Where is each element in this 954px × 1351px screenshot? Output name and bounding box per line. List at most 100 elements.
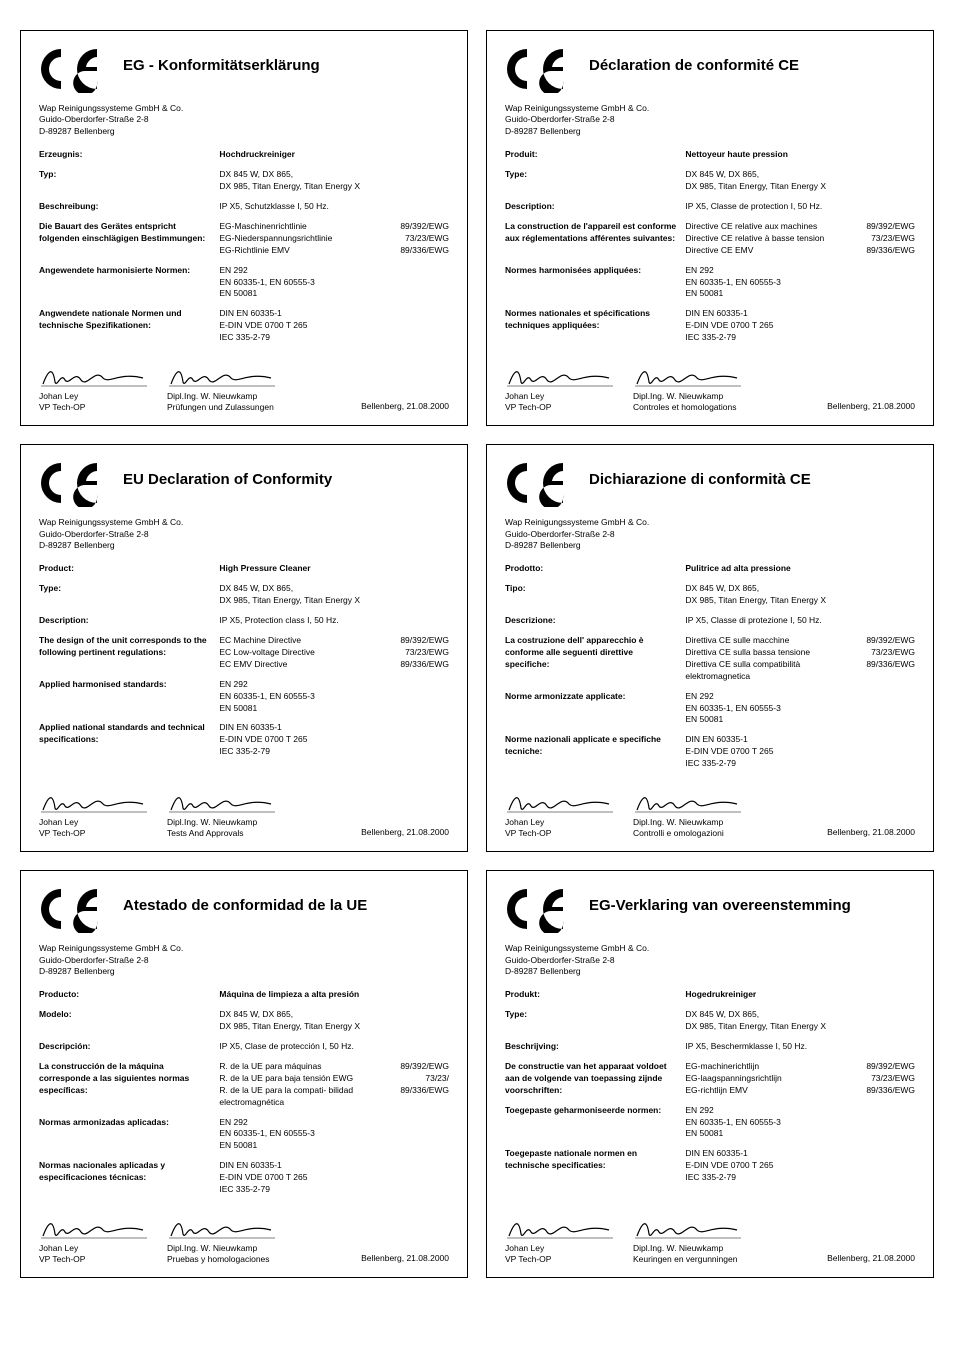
directive-name: EC Low-voltage Directive bbox=[219, 647, 399, 659]
company-line: D-89287 Bellenberg bbox=[39, 966, 449, 977]
standard-line: IEC 335-2-79 bbox=[219, 1184, 449, 1196]
company-address: Wap Reinigungssysteme GmbH & Co. Guido-O… bbox=[505, 517, 915, 551]
value-type-line: DX 845 W, DX 865, bbox=[219, 169, 449, 181]
label-type: Typ: bbox=[39, 169, 219, 193]
directive-name: EG-richtlijn EMV bbox=[685, 1085, 860, 1097]
label-product: Produit: bbox=[505, 149, 685, 161]
standard-line: IEC 335-2-79 bbox=[685, 758, 915, 770]
company-line: Guido-Oberdorfer-Straße 2-8 bbox=[39, 529, 449, 540]
directive-code: 89/392/EWG bbox=[860, 221, 915, 233]
declaration-card-nl: EG-Verklaring van overeenstemming Wap Re… bbox=[486, 870, 934, 1278]
company-line: D-89287 Bellenberg bbox=[505, 966, 915, 977]
directive-code: 89/336/EWG bbox=[860, 1085, 915, 1097]
standard-line: EN 60335-1, EN 60555-3 bbox=[685, 1117, 915, 1129]
standard-line: EN 50081 bbox=[219, 288, 449, 300]
declaration-card-en: EU Declaration of Conformity Wap Reinigu… bbox=[20, 444, 468, 852]
value-type-line: DX 845 W, DX 865, bbox=[219, 1009, 449, 1021]
sig-name: Dipl.Ing. W. Nieuwkamp bbox=[633, 391, 743, 402]
company-line: D-89287 Bellenberg bbox=[39, 126, 449, 137]
value-type-line: DX 985, Titan Energy, Titan Energy X bbox=[685, 595, 915, 607]
value-type-line: DX 985, Titan Energy, Titan Energy X bbox=[685, 181, 915, 193]
value-product: Máquina de limpieza a alta presión bbox=[219, 989, 359, 999]
place-date: Bellenberg, 21.08.2000 bbox=[827, 401, 915, 413]
sig-role: Pruebas y homologaciones bbox=[167, 1254, 277, 1265]
directive-code: 73/23/EWG bbox=[865, 647, 915, 659]
directive-code: 73/23/EWG bbox=[399, 233, 449, 245]
label-type: Type: bbox=[505, 169, 685, 193]
company-address: Wap Reinigungssysteme GmbH & Co. Guido-O… bbox=[39, 517, 449, 551]
place-date: Bellenberg, 21.08.2000 bbox=[361, 401, 449, 413]
declaration-card-de: EG - Konformitätserklärung Wap Reinigung… bbox=[20, 30, 468, 426]
label-product: Prodotto: bbox=[505, 563, 685, 575]
value-type-line: DX 985, Titan Energy, Titan Energy X bbox=[685, 1021, 915, 1033]
sig-role: Controles et homologations bbox=[633, 402, 743, 413]
value-type-line: DX 845 W, DX 865, bbox=[685, 169, 915, 181]
standard-line: EN 60335-1, EN 60555-3 bbox=[219, 691, 449, 703]
company-line: Guido-Oberdorfer-Straße 2-8 bbox=[505, 114, 915, 125]
company-line: Guido-Oberdorfer-Straße 2-8 bbox=[505, 529, 915, 540]
company-line: Wap Reinigungssysteme GmbH & Co. bbox=[39, 943, 449, 954]
card-title: Dichiarazione di conformità CE bbox=[589, 459, 915, 488]
sig-name: Dipl.Ing. W. Nieuwkamp bbox=[167, 817, 277, 828]
directive-code: 89/336/EWG bbox=[394, 659, 449, 671]
place-date: Bellenberg, 21.08.2000 bbox=[827, 1253, 915, 1265]
standard-line: EN 50081 bbox=[219, 703, 449, 715]
company-address: Wap Reinigungssysteme GmbH & Co. Guido-O… bbox=[505, 943, 915, 977]
signature-right: Dipl.Ing. W. Nieuwkamp Controlli e omolo… bbox=[633, 788, 743, 839]
declaration-card-it: Dichiarazione di conformità CE Wap Reini… bbox=[486, 444, 934, 852]
sig-name: Johan Ley bbox=[505, 1243, 615, 1254]
standard-line: DIN EN 60335-1 bbox=[685, 1148, 915, 1160]
value-type-line: DX 985, Titan Energy, Titan Energy X bbox=[219, 595, 449, 607]
signature-left-icon bbox=[39, 1214, 149, 1242]
directive-name: R. de la UE para baja tensión EWG bbox=[219, 1073, 419, 1085]
company-address: Wap Reinigungssysteme GmbH & Co. Guido-O… bbox=[505, 103, 915, 137]
signature-right-icon bbox=[167, 1214, 277, 1242]
label-national: Applied national standards and technical… bbox=[39, 722, 219, 758]
label-design: La construction de l'appareil est confor… bbox=[505, 221, 685, 257]
label-product: Erzeugnis: bbox=[39, 149, 219, 161]
sig-role: VP Tech-OP bbox=[39, 1254, 149, 1265]
company-line: Guido-Oberdorfer-Straße 2-8 bbox=[39, 955, 449, 966]
standard-line: EN 50081 bbox=[685, 288, 915, 300]
directive-name: Directive CE relative à basse tension bbox=[685, 233, 865, 245]
standard-line: DIN EN 60335-1 bbox=[685, 308, 915, 320]
standard-line: E-DIN VDE 0700 T 265 bbox=[685, 1160, 915, 1172]
label-description: Beschreibung: bbox=[39, 201, 219, 213]
standard-line: EN 292 bbox=[219, 265, 449, 277]
label-national: Normes nationales et spécifications tech… bbox=[505, 308, 685, 344]
declaration-card-fr: Déclaration de conformité CE Wap Reinigu… bbox=[486, 30, 934, 426]
ce-mark-icon bbox=[505, 45, 575, 93]
sig-role: Keuringen en vergunningen bbox=[633, 1254, 743, 1265]
signature-left-icon bbox=[505, 788, 615, 816]
directive-code: 89/392/EWG bbox=[394, 221, 449, 233]
standard-line: E-DIN VDE 0700 T 265 bbox=[685, 746, 915, 758]
company-line: Wap Reinigungssysteme GmbH & Co. bbox=[505, 103, 915, 114]
directive-code: 89/336/EWG bbox=[860, 245, 915, 257]
sig-name: Johan Ley bbox=[39, 817, 149, 828]
card-title: EU Declaration of Conformity bbox=[123, 459, 449, 488]
ce-mark-icon bbox=[505, 459, 575, 507]
card-title: Déclaration de conformité CE bbox=[589, 45, 915, 74]
label-design: The design of the unit corresponds to th… bbox=[39, 635, 219, 671]
sig-role: VP Tech-OP bbox=[505, 1254, 615, 1265]
standard-line: IEC 335-2-79 bbox=[685, 332, 915, 344]
signature-right-icon bbox=[167, 788, 277, 816]
label-type: Type: bbox=[39, 583, 219, 607]
signature-left-icon bbox=[39, 362, 149, 390]
company-line: D-89287 Bellenberg bbox=[505, 540, 915, 551]
directive-code: 89/392/EWG bbox=[394, 1061, 449, 1073]
company-line: Guido-Oberdorfer-Straße 2-8 bbox=[39, 114, 449, 125]
value-product: Hogedrukreiniger bbox=[685, 989, 756, 999]
signature-right-icon bbox=[633, 788, 743, 816]
company-line: Wap Reinigungssysteme GmbH & Co. bbox=[505, 943, 915, 954]
value-description: IP X5, Classe di protezione I, 50 Hz. bbox=[685, 615, 915, 627]
signature-right: Dipl.Ing. W. Nieuwkamp Prüfungen und Zul… bbox=[167, 362, 277, 413]
value-description: IP X5, Clase de protección I, 50 Hz. bbox=[219, 1041, 449, 1053]
sig-role: VP Tech-OP bbox=[39, 402, 149, 413]
sig-name: Dipl.Ing. W. Nieuwkamp bbox=[167, 1243, 277, 1254]
signature-left: Johan Ley VP Tech-OP bbox=[505, 362, 615, 413]
standard-line: E-DIN VDE 0700 T 265 bbox=[219, 320, 449, 332]
directive-code: 89/392/EWG bbox=[394, 635, 449, 647]
standard-line: EN 60335-1, EN 60555-3 bbox=[219, 277, 449, 289]
signature-left: Johan Ley VP Tech-OP bbox=[39, 788, 149, 839]
